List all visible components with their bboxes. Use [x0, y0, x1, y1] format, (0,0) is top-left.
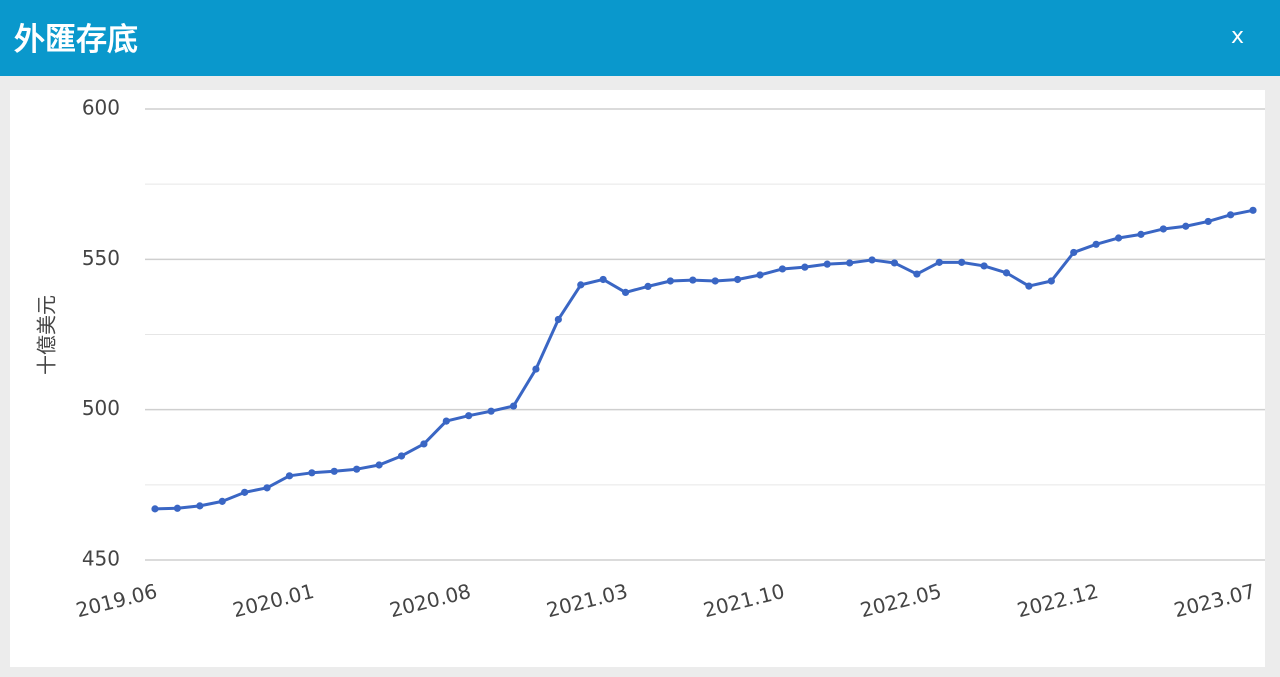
data-point [173, 504, 182, 512]
data-point [980, 262, 988, 270]
data-point [1249, 206, 1257, 214]
modal-header: 外匯存底 x [0, 0, 1280, 76]
data-point [151, 505, 159, 513]
data-point [756, 271, 764, 279]
x-tick-label: 2021.10 [701, 579, 787, 622]
data-point [666, 277, 674, 285]
data-point [263, 484, 271, 492]
data-point [868, 256, 876, 264]
data-point [218, 497, 226, 505]
y-tick-label: 550 [82, 246, 120, 270]
y-tick-label: 600 [82, 96, 120, 120]
data-point [1092, 240, 1100, 248]
data-point [1226, 211, 1235, 219]
data-point [465, 412, 473, 420]
x-tick-label: 2020.08 [387, 579, 473, 622]
data-point [846, 259, 854, 267]
data-point [1070, 248, 1078, 257]
data-point [958, 258, 966, 266]
data-point [1025, 282, 1033, 290]
data-point [778, 265, 787, 273]
data-point [532, 365, 540, 373]
data-point [1182, 222, 1190, 230]
chart-panel [10, 90, 1265, 667]
data-point [1114, 234, 1123, 242]
y-tick-label: 500 [82, 396, 120, 420]
modal-title: 外匯存底 [14, 22, 138, 58]
data-point [442, 417, 450, 425]
data-point [734, 275, 742, 284]
x-tick-label: 2022.12 [1015, 579, 1101, 622]
data-point [241, 488, 249, 496]
data-point [330, 467, 338, 475]
data-point [711, 277, 719, 285]
data-point [375, 461, 383, 469]
data-point [353, 465, 361, 473]
x-tick-label: 2021.03 [544, 579, 630, 622]
y-tick-label: 450 [82, 547, 120, 571]
x-tick-label: 2022.05 [858, 579, 944, 622]
data-point [285, 472, 294, 480]
data-point [913, 270, 921, 278]
data-point [420, 440, 428, 448]
data-point [621, 288, 630, 297]
data-point [1137, 230, 1145, 238]
series-line [154, 208, 1254, 511]
data-point [890, 259, 899, 267]
data-point [577, 281, 585, 289]
data-point [397, 452, 406, 460]
x-tick-label: 2020.01 [230, 579, 316, 622]
x-tick-label: 2023.07 [1171, 579, 1257, 622]
data-point [196, 502, 204, 510]
x-tick-label: 2019.06 [73, 579, 159, 622]
data-point [599, 275, 607, 284]
data-point [308, 469, 316, 477]
data-point [801, 263, 809, 271]
y-axis-label: 十億美元 [35, 295, 59, 375]
data-point [1047, 277, 1055, 285]
data-point [1002, 269, 1011, 277]
data-point [487, 407, 495, 415]
data-point [644, 282, 652, 290]
data-point [689, 276, 697, 284]
data-point [1159, 225, 1167, 233]
data-point [823, 260, 831, 268]
data-point [554, 315, 562, 324]
data-point [509, 402, 518, 410]
data-point [1204, 217, 1212, 226]
close-button[interactable]: x [1230, 24, 1244, 49]
data-point [935, 258, 943, 266]
